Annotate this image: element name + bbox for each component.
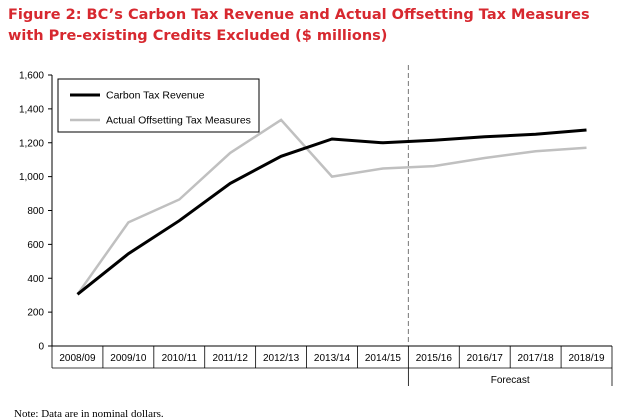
- series-line-offsetting-tax-measures: [76, 118, 587, 296]
- y-tick-label: 0: [38, 342, 44, 353]
- legend-label: Actual Offsetting Tax Measures: [106, 115, 251, 127]
- y-tick-label: 1,600: [19, 71, 44, 82]
- figure-title: Figure 2: BC’s Carbon Tax Revenue and Ac…: [8, 5, 628, 47]
- y-tick-label: 1,400: [19, 104, 44, 115]
- legend-box: [57, 78, 260, 133]
- x-tick-label: 2018/19: [568, 353, 605, 364]
- x-tick-label: 2015/16: [416, 353, 453, 364]
- x-tick-label: 2017/18: [518, 353, 555, 364]
- y-tick-label: 200: [27, 308, 44, 319]
- x-tick-label: 2008/09: [59, 353, 96, 364]
- chart-note: Note: Data are in nominal dollars.: [14, 408, 164, 420]
- x-tick-label: 2012/13: [263, 353, 300, 364]
- x-tick-label: 2011/12: [212, 353, 248, 364]
- x-tick-label: 2016/17: [467, 353, 504, 364]
- x-tick-label: 2013/14: [314, 353, 351, 364]
- y-tick-label: 400: [27, 274, 44, 285]
- y-tick-label: 800: [27, 206, 44, 217]
- legend-label: Carbon Tax Revenue: [106, 90, 205, 102]
- x-tick-label: 2014/15: [365, 353, 402, 364]
- y-tick-label: 1,000: [19, 172, 44, 183]
- forecast-label: Forecast: [491, 375, 530, 386]
- x-tick-label: 2010/11: [162, 353, 198, 364]
- y-tick-label: 600: [27, 240, 44, 251]
- x-tick-label: 2009/10: [110, 353, 147, 364]
- figure-title-line-2: with Pre-existing Credits Excluded ($ mi…: [8, 28, 388, 44]
- series-line-carbon-tax-revenue: [76, 128, 587, 296]
- figure-title-line-1: Figure 2: BC’s Carbon Tax Revenue and Ac…: [8, 7, 590, 23]
- y-tick-label: 1,200: [19, 138, 44, 149]
